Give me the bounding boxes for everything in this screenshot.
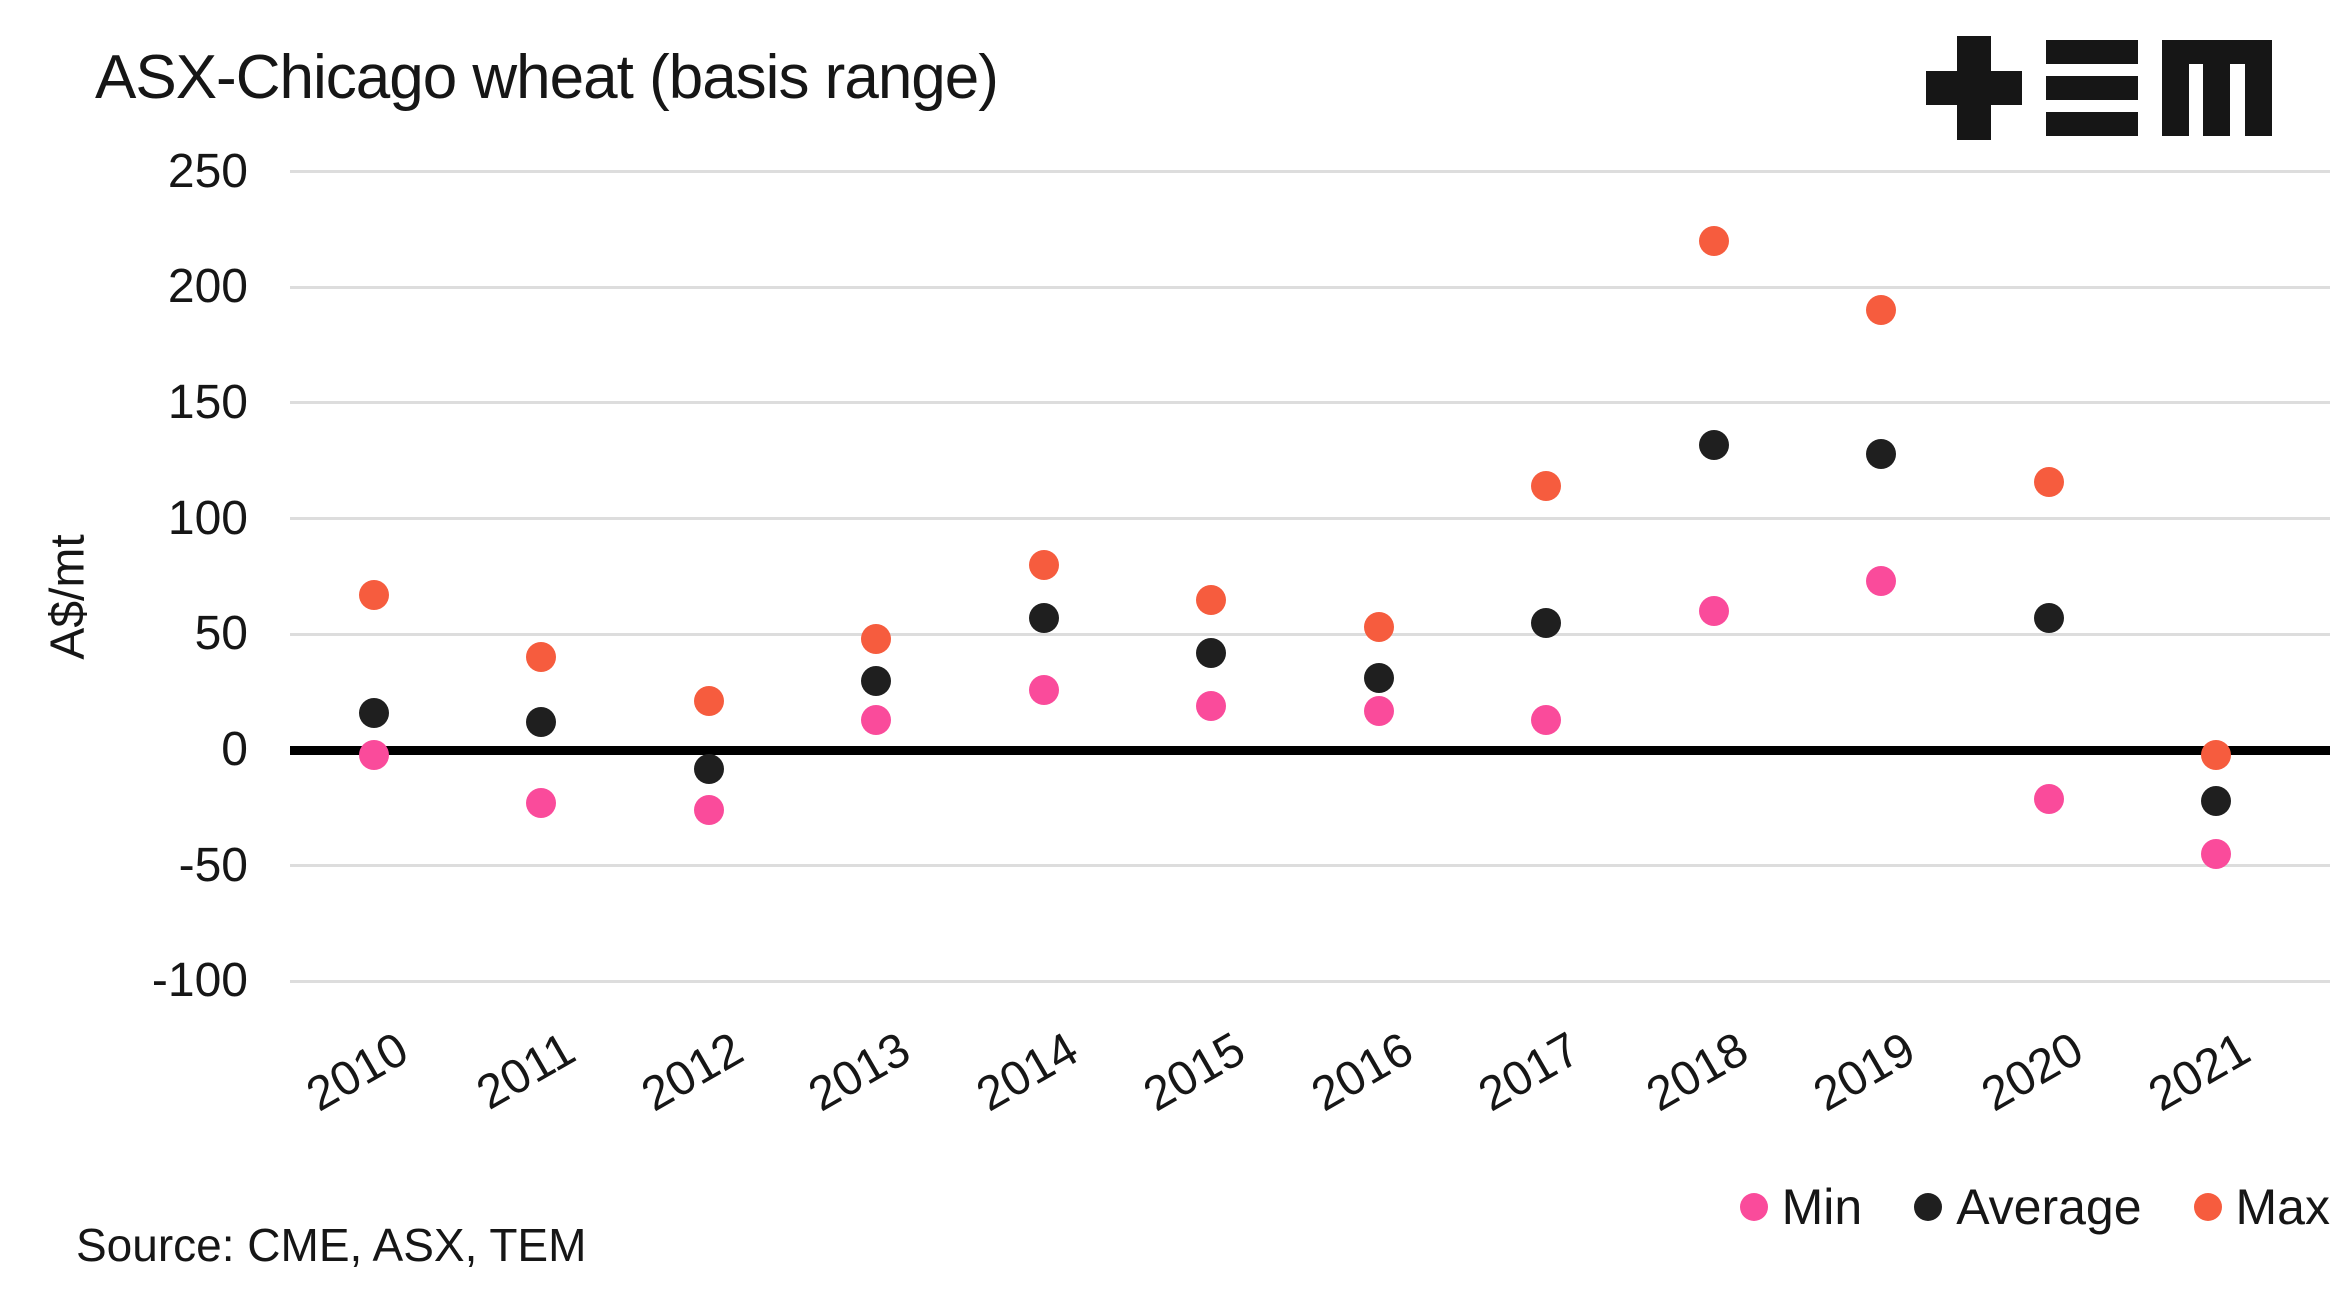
data-point-min-2011 bbox=[526, 788, 557, 819]
data-point-max-2011 bbox=[526, 642, 557, 673]
data-point-max-2017 bbox=[1531, 471, 1562, 502]
chart-title: ASX-Chicago wheat (basis range) bbox=[95, 43, 999, 112]
source-note: Source: CME, ASX, TEM bbox=[76, 1219, 587, 1271]
gridline bbox=[290, 632, 2330, 636]
data-point-min-2014 bbox=[1028, 674, 1059, 705]
legend-dot-icon bbox=[2193, 1193, 2222, 1221]
data-point-average-2010 bbox=[359, 697, 389, 728]
y-axis-title: A$/mt bbox=[41, 534, 95, 660]
y-tick-label: -50 bbox=[178, 838, 248, 892]
data-point-average-2014 bbox=[1028, 603, 1059, 634]
y-tick-label: 150 bbox=[167, 375, 248, 429]
legend-label: Max bbox=[2235, 1179, 2330, 1235]
y-tick-label: 100 bbox=[167, 491, 248, 545]
x-tick-label: 2016 bbox=[1302, 1022, 1422, 1122]
gridline bbox=[290, 285, 2330, 289]
data-point-min-2019 bbox=[1866, 566, 1897, 597]
legend-item-min: Min bbox=[1739, 1178, 1863, 1236]
data-point-min-2010 bbox=[359, 739, 389, 770]
data-point-min-2017 bbox=[1531, 704, 1562, 735]
y-tick-label: 0 bbox=[221, 723, 248, 776]
data-point-average-2015 bbox=[1196, 637, 1227, 668]
data-point-min-2016 bbox=[1363, 695, 1394, 726]
gridline bbox=[290, 517, 2330, 521]
data-point-max-2021 bbox=[2200, 739, 2231, 770]
logo-equals-icon bbox=[2046, 40, 2138, 136]
data-point-max-2014 bbox=[1028, 549, 1059, 580]
legend-item-average: Average bbox=[1914, 1178, 2142, 1236]
data-point-max-2020 bbox=[2033, 466, 2064, 497]
data-point-min-2015 bbox=[1196, 691, 1227, 722]
legend-item-max: Max bbox=[2193, 1178, 2330, 1236]
legend-label: Min bbox=[1781, 1179, 1863, 1235]
legend-label: Average bbox=[1956, 1179, 2142, 1235]
x-tick-label: 2021 bbox=[2139, 1022, 2259, 1122]
data-point-max-2012 bbox=[693, 686, 724, 717]
x-tick-label: 2019 bbox=[1805, 1022, 1925, 1122]
y-tick-label: 250 bbox=[167, 144, 248, 198]
data-point-max-2018 bbox=[1698, 225, 1729, 256]
data-point-average-2021 bbox=[2200, 785, 2231, 816]
x-tick-label: 2012 bbox=[632, 1022, 752, 1122]
data-point-max-2015 bbox=[1196, 584, 1227, 615]
data-point-average-2019 bbox=[1866, 438, 1897, 469]
zero-axis-line bbox=[290, 745, 2330, 755]
data-point-average-2020 bbox=[2033, 603, 2064, 634]
gridline bbox=[290, 401, 2330, 405]
data-point-min-2020 bbox=[2033, 783, 2064, 814]
data-point-max-2010 bbox=[359, 579, 389, 610]
gridline bbox=[290, 864, 2330, 868]
x-tick-label: 2010 bbox=[298, 1022, 417, 1122]
data-point-min-2012 bbox=[693, 795, 724, 826]
legend-dot-icon bbox=[1739, 1193, 1768, 1221]
data-point-max-2016 bbox=[1363, 612, 1394, 643]
data-point-average-2012 bbox=[693, 753, 724, 784]
x-tick-label: 2011 bbox=[468, 1022, 585, 1121]
data-point-min-2021 bbox=[2200, 839, 2231, 870]
x-tick-label: 2013 bbox=[800, 1022, 920, 1122]
gridline bbox=[290, 170, 2330, 173]
data-point-average-2017 bbox=[1531, 607, 1562, 638]
x-tick-label: 2020 bbox=[1972, 1022, 2092, 1122]
x-tick-label: 2017 bbox=[1470, 1022, 1590, 1122]
y-tick-label: 50 bbox=[194, 607, 248, 661]
data-point-max-2019 bbox=[1866, 295, 1897, 326]
data-point-average-2013 bbox=[861, 665, 892, 696]
logo-m-icon bbox=[2162, 40, 2272, 136]
legend-dot-icon bbox=[1914, 1193, 1943, 1221]
y-tick-label: -100 bbox=[151, 954, 248, 1008]
logo-plus-icon bbox=[1926, 36, 2022, 140]
data-point-max-2013 bbox=[861, 623, 892, 654]
tem-logo bbox=[1926, 36, 2272, 140]
x-tick-label: 2018 bbox=[1637, 1022, 1757, 1122]
x-tick-label: 2015 bbox=[1135, 1022, 1255, 1122]
data-point-min-2018 bbox=[1698, 596, 1729, 627]
x-tick-label: 2014 bbox=[967, 1022, 1087, 1122]
data-point-average-2018 bbox=[1698, 429, 1729, 460]
legend: Min Average Max bbox=[1739, 1178, 2330, 1236]
data-point-average-2011 bbox=[526, 707, 557, 738]
y-tick-label: 200 bbox=[167, 260, 248, 314]
data-point-average-2016 bbox=[1363, 663, 1394, 694]
gridline bbox=[290, 979, 2330, 983]
data-point-min-2013 bbox=[861, 704, 892, 735]
